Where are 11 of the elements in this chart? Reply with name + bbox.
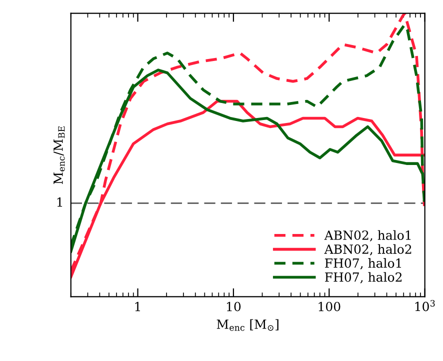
x-tick-label: 10$^{3}$: [415, 300, 435, 312]
legend-label: ABN02, halo1: [324, 230, 411, 242]
x-axis-title: M$_{enc}$ [M$_{⊙}$]: [216, 319, 278, 331]
x-tick-label: 1: [135, 302, 140, 312]
legend-label: ABN02, halo2: [324, 244, 412, 256]
x-tick-label: 100: [318, 302, 340, 312]
y-axis-title: M$_{enc}$/M$_{BE}$: [54, 126, 65, 184]
legend-label: FH07, halo2: [325, 272, 402, 284]
x-tick-label: 10: [227, 302, 241, 312]
legend-label: FH07, halo1: [325, 258, 401, 270]
text: 1: [57, 197, 62, 207]
